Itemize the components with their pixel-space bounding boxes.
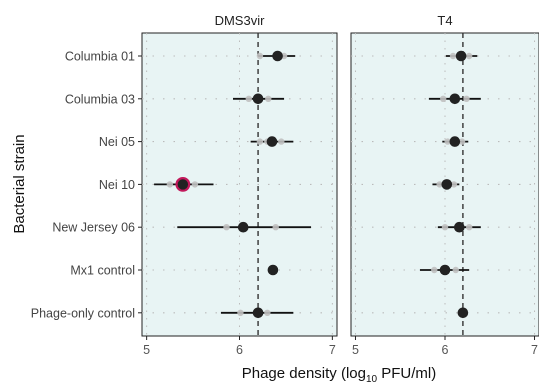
replicate-point (452, 266, 459, 274)
panel-dms3vir: DMS3vir 5 6 7 (141, 8, 338, 357)
y-axis-label: Bacterial strain (11, 134, 28, 233)
replicate-point (463, 95, 470, 103)
mean-point (454, 221, 465, 233)
replicate-point (223, 224, 230, 231)
mean-point (441, 179, 453, 190)
x-tick-label: 6 (236, 343, 243, 357)
strip-background (351, 8, 539, 33)
replicate-point (465, 52, 473, 60)
y-tick-label: Columbia 01 (65, 50, 135, 64)
mean-point (266, 136, 278, 147)
y-tick-label: Mx1 control (70, 264, 135, 278)
y-tick-label: Nei 05 (99, 135, 135, 149)
y-tick-label: Phage-only control (31, 306, 135, 320)
replicate-point (256, 138, 264, 145)
x-tick-label: 7 (531, 343, 538, 357)
replicate-point (440, 95, 447, 103)
mean-point (455, 50, 467, 62)
y-tick-label: New Jersey 06 (52, 221, 135, 235)
mean-point (457, 307, 469, 319)
mean-point (267, 264, 279, 276)
strip-label: DMS3vir (215, 13, 266, 28)
replicate-point (166, 181, 174, 188)
replicate-point (237, 309, 244, 316)
x-tick-label: 5 (352, 343, 359, 357)
strip-label: T4 (437, 13, 452, 28)
mean-point (449, 136, 461, 147)
replicate-point (245, 95, 252, 103)
mean-point (175, 176, 191, 192)
x-tick-label: 6 (442, 343, 449, 357)
replicate-point (278, 138, 285, 145)
replicate-point (265, 95, 272, 103)
replicate-point (444, 138, 451, 145)
mean-point (272, 50, 283, 62)
replicate-point (256, 52, 264, 60)
replicate-point (465, 224, 473, 231)
y-tick-label: Nei 10 (99, 178, 135, 192)
replicate-point (449, 52, 457, 60)
x-tick-label: 5 (143, 343, 150, 357)
replicate-point (191, 181, 199, 188)
replicate-point (431, 266, 438, 274)
mean-point (439, 264, 451, 276)
replicate-point (441, 224, 449, 231)
mean-point (252, 93, 264, 105)
y-tick-label: Columbia 03 (65, 92, 135, 106)
replicate-point (264, 309, 271, 316)
x-axis-label: Phage density (log10 PFU/ml) (242, 365, 437, 385)
panel-t4: T4 5 6 7 (350, 8, 539, 357)
mean-point (449, 93, 461, 105)
mean-point (237, 221, 249, 233)
mean-point (252, 307, 264, 319)
replicate-point (436, 181, 443, 188)
replicate-point (458, 138, 466, 145)
replicate-point (450, 181, 458, 188)
strip-background (142, 8, 337, 33)
x-tick-label: 7 (329, 343, 336, 357)
replicate-point (272, 224, 279, 231)
